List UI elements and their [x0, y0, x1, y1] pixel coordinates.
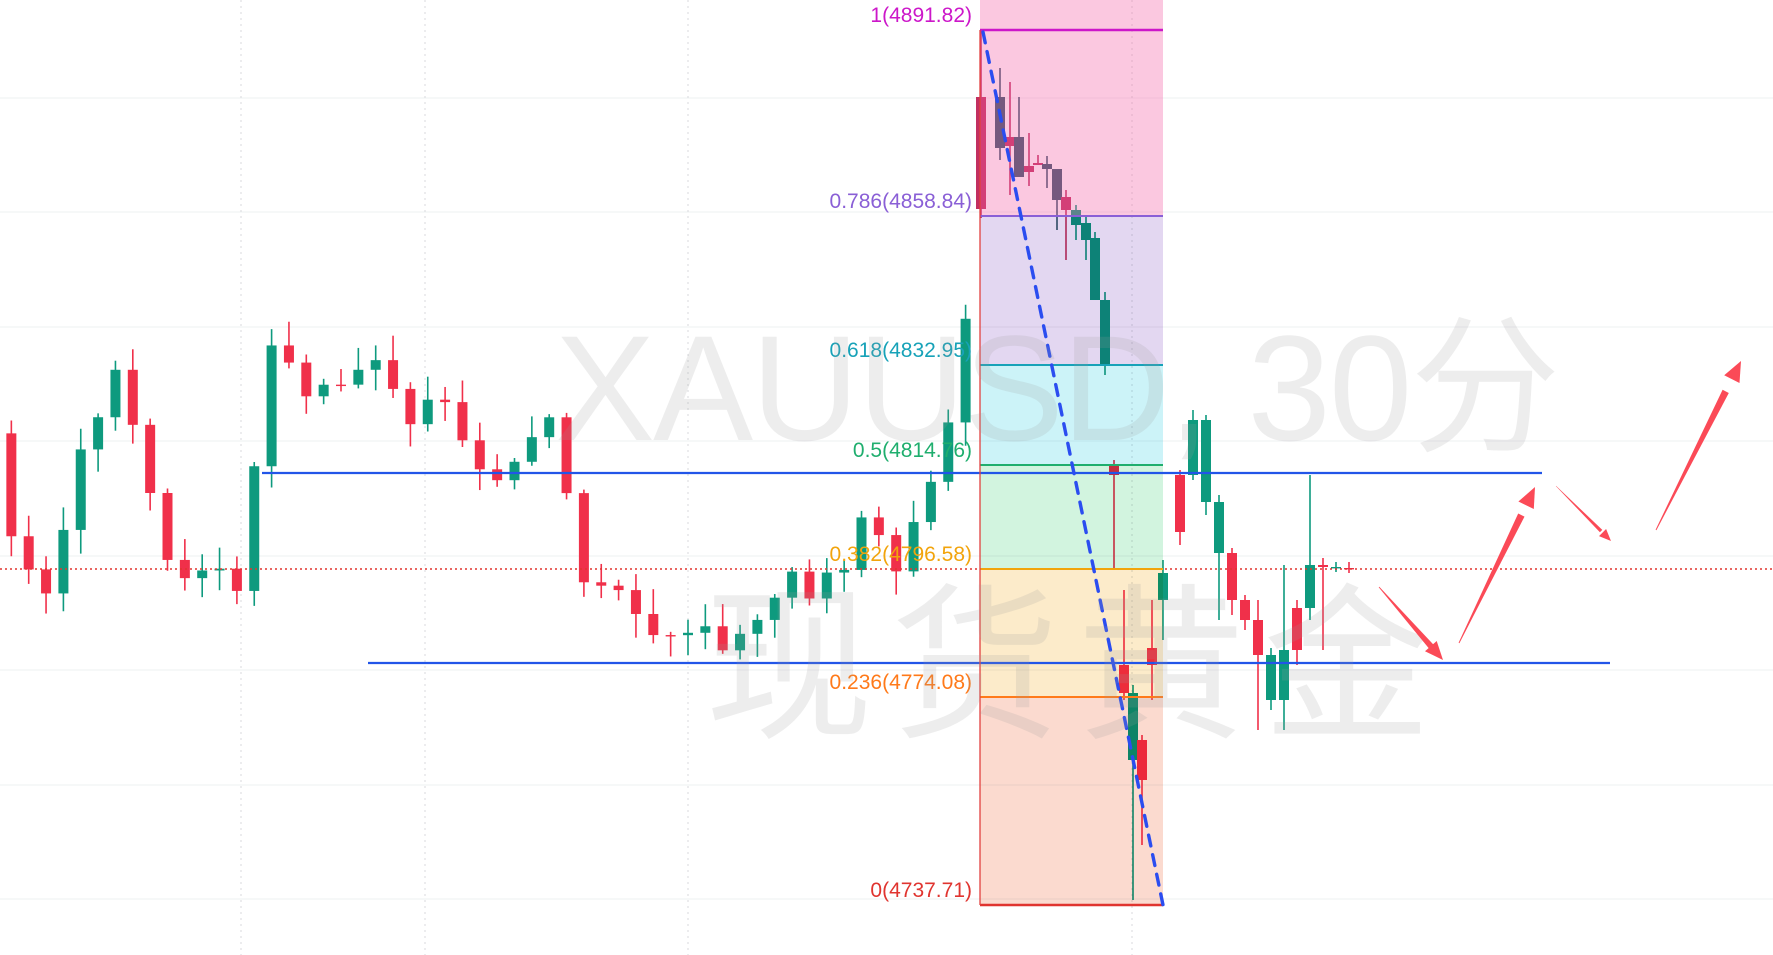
svg-text:1(4891.82): 1(4891.82)	[870, 4, 972, 27]
svg-text:0.786(4858.84): 0.786(4858.84)	[830, 190, 972, 213]
svg-text:0.382(4796.58): 0.382(4796.58)	[830, 543, 972, 566]
svg-text:0(4737.71): 0(4737.71)	[870, 879, 972, 902]
svg-text:现货黄金: 现货黄金	[705, 573, 1449, 761]
